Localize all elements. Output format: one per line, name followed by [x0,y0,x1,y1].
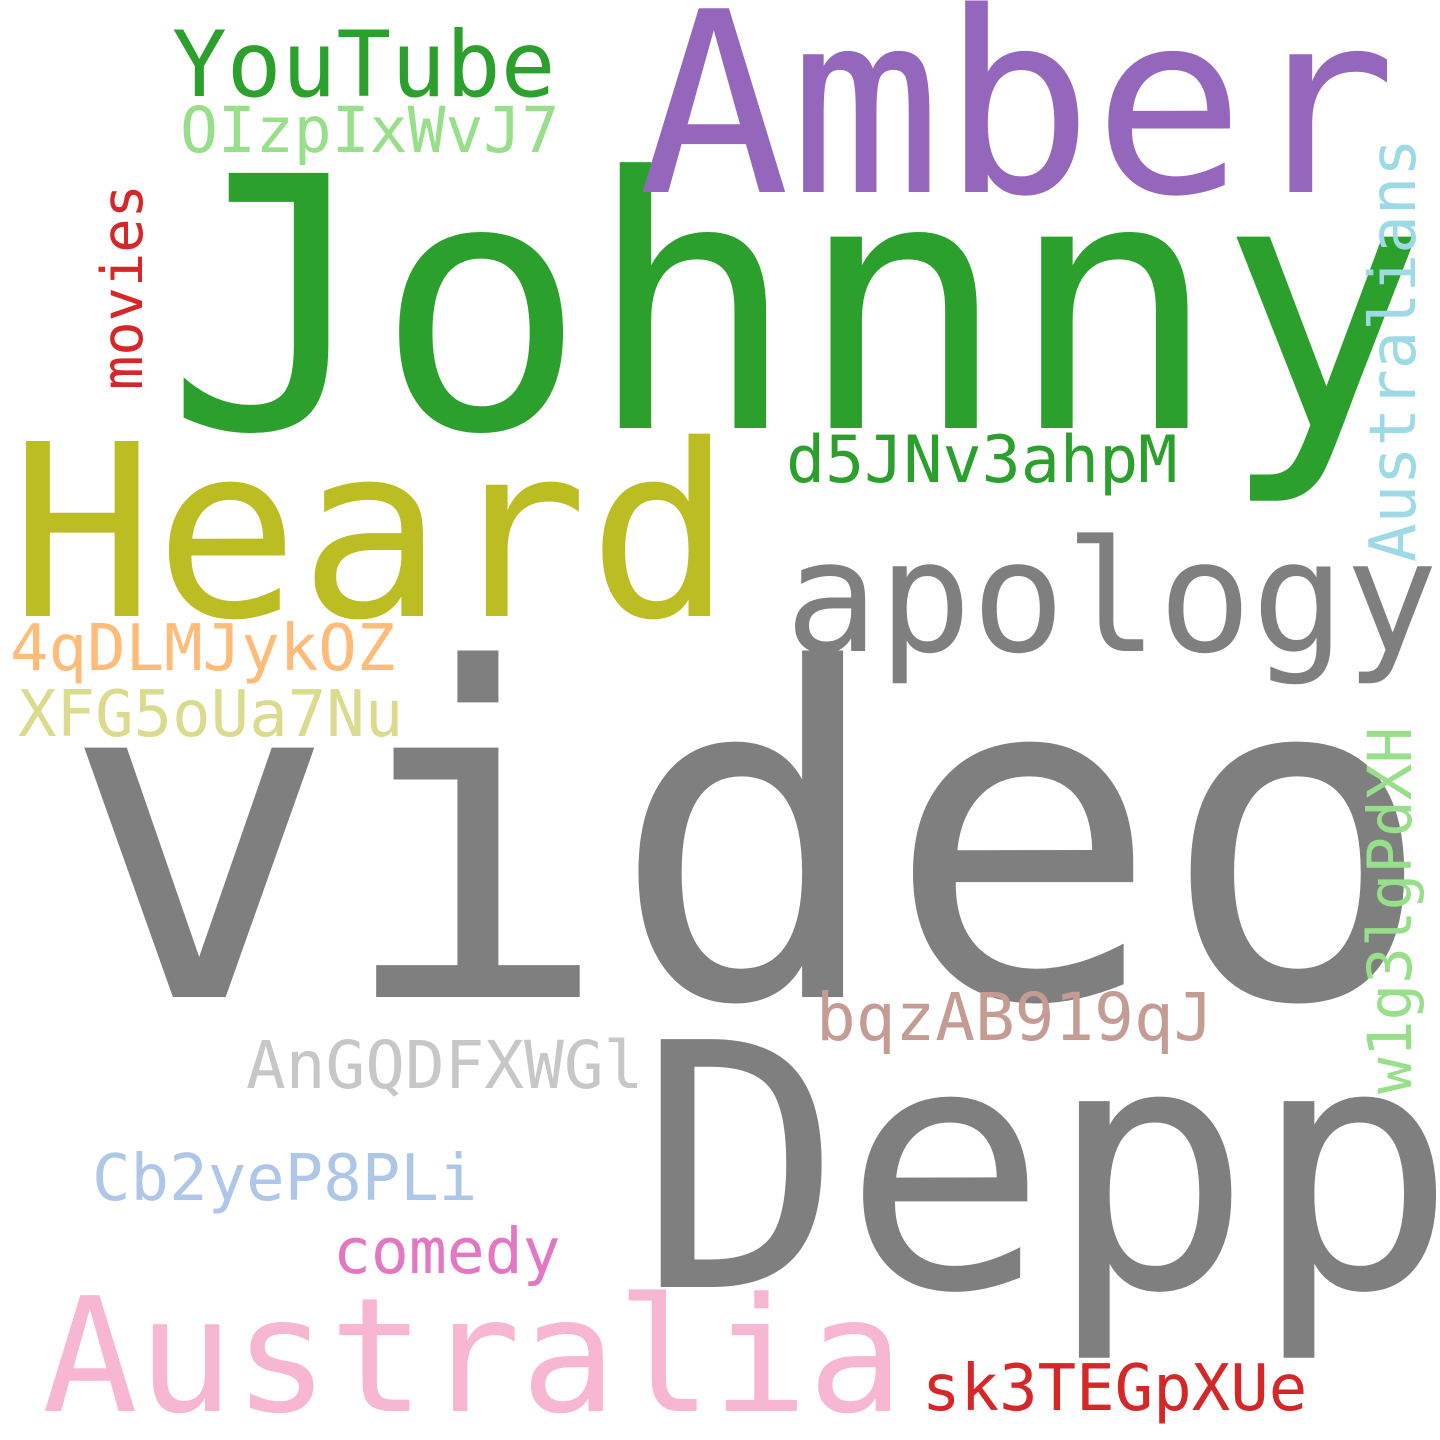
word-movies: movies [90,184,156,390]
word-d5jnv3ahpm: d5JNv3ahpM [786,423,1178,498]
word-sk3tegpxue: sk3TEGpXUe [922,1352,1308,1426]
word-bqzab919qj: bqzAB919qJ [816,979,1214,1056]
word-heard: Heard [10,393,733,673]
word-johnny: Johnny [165,103,1430,511]
word-4qdlmjykoz: 4qDLMJykOZ [10,612,396,686]
word-amber: Amber [638,0,1397,252]
word-cb2yep8pli: Cb2yeP8PLi [92,1142,478,1216]
word-youtube: YouTube [172,13,556,118]
word-oizpixwvj7: OIzpIxWvJ7 [180,94,560,167]
word-depp: Depp [638,972,1440,1368]
word-australia: Australia [42,1264,904,1440]
word-xfg5oua7nu: XFG5oUa7Nu [18,678,404,752]
word-w1g3lgpdxh: w1g3lgPdXH [1355,726,1426,1094]
word-video: video [62,574,1435,1105]
word-angqdfxwgl: AnGQDFXWGl [246,1027,644,1104]
word-apology: apology [785,507,1439,688]
word-australians: Australians [1357,138,1431,562]
word-comedy: comedy [333,1215,561,1288]
